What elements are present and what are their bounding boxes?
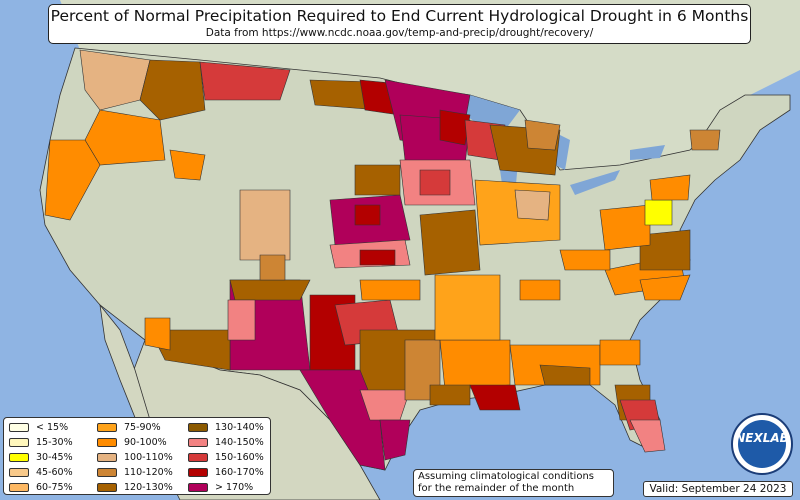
map-title: Percent of Normal Precipitation Required…	[50, 7, 749, 25]
legend-item: 90-100%	[97, 436, 167, 449]
drought-region	[629, 419, 666, 453]
legend-label: 90-100%	[124, 437, 167, 448]
drought-region	[689, 129, 721, 151]
legend-item: 130-140%	[188, 421, 264, 434]
title-box: Percent of Normal Precipitation Required…	[48, 4, 751, 44]
legend-swatch	[9, 453, 29, 462]
map-subtitle: Data from https://www.ncdc.noaa.gov/temp…	[205, 27, 594, 39]
drought-region	[359, 279, 421, 301]
legend-item: 30-45%	[9, 451, 73, 464]
drought-region	[439, 339, 511, 391]
legend-item: 45-60%	[9, 466, 73, 479]
drought-region	[429, 384, 471, 406]
drought-region	[519, 279, 561, 301]
legend-label: 130-140%	[215, 422, 264, 433]
note-line-1: Assuming climatological conditions	[418, 471, 594, 482]
drought-region	[514, 189, 551, 221]
drought-region	[139, 59, 206, 121]
drought-region	[419, 169, 451, 196]
legend-label: 150-160%	[215, 452, 264, 463]
drought-region	[469, 384, 521, 411]
legend-item: 160-170%	[188, 466, 264, 479]
lake-ontario	[630, 145, 665, 160]
drought-region	[354, 204, 381, 226]
legend-label: > 170%	[215, 482, 254, 493]
lake-erie	[570, 170, 620, 195]
assumption-note: Assuming climatological conditions for t…	[413, 469, 614, 497]
drought-region	[599, 204, 651, 251]
legend-item: 140-150%	[188, 436, 264, 449]
legend-label: 45-60%	[36, 467, 73, 478]
drought-region	[79, 49, 151, 111]
logo-text: NEXLAB	[735, 431, 789, 445]
legend-label: 30-45%	[36, 452, 73, 463]
note-line-2: for the remainder of the month	[418, 483, 575, 494]
drought-region	[229, 279, 311, 301]
legend-item: 60-75%	[9, 481, 73, 494]
legend-swatch	[9, 423, 29, 432]
legend-swatch	[97, 438, 117, 447]
legend-swatch	[9, 483, 29, 492]
legend-label: 110-120%	[124, 467, 173, 478]
legend-label: 15-30%	[36, 437, 73, 448]
legend-swatch	[97, 423, 117, 432]
valid-date: Valid: September 24 2023	[643, 481, 793, 497]
legend-swatch	[188, 483, 208, 492]
legend-label: 140-150%	[215, 437, 264, 448]
drought-region	[44, 139, 101, 221]
drought-region	[639, 229, 691, 271]
drought-regions	[44, 49, 721, 471]
drought-region	[599, 339, 641, 366]
drought-region	[227, 299, 256, 341]
drought-region	[84, 109, 166, 166]
legend-item: 110-120%	[97, 466, 173, 479]
legend-swatch	[97, 483, 117, 492]
drought-region	[169, 149, 206, 181]
legend-label: 120-130%	[124, 482, 173, 493]
legend-swatch	[188, 438, 208, 447]
drought-region	[259, 254, 286, 281]
legend-swatch	[188, 468, 208, 477]
drought-region	[559, 249, 611, 271]
legend-item: 150-160%	[188, 451, 264, 464]
legend-item: 15-30%	[9, 436, 73, 449]
drought-region	[359, 249, 396, 266]
legend-item: 120-130%	[97, 481, 173, 494]
legend-swatch	[97, 453, 117, 462]
legend-item: < 15%	[9, 421, 68, 434]
legend-item: 100-110%	[97, 451, 173, 464]
drought-region	[419, 209, 481, 276]
legend-swatch	[188, 423, 208, 432]
drought-region	[199, 61, 291, 101]
legend-label: 75-90%	[124, 422, 161, 433]
drought-region	[644, 199, 673, 226]
legend-swatch	[97, 468, 117, 477]
nexlab-logo: NEXLAB	[731, 413, 793, 475]
legend: < 15% 15-30% 30-45% 45-60% 60-75% 75-90% 90-10…	[3, 417, 271, 495]
drought-region	[539, 364, 591, 386]
globe-icon	[738, 420, 786, 468]
legend-label: 100-110%	[124, 452, 173, 463]
drought-region	[379, 419, 411, 461]
drought-region	[639, 274, 691, 301]
legend-item: 75-90%	[97, 421, 161, 434]
legend-label: 160-170%	[215, 467, 264, 478]
drought-region	[239, 189, 291, 261]
drought-region	[439, 109, 471, 146]
drought-region	[434, 274, 501, 341]
legend-swatch	[9, 438, 29, 447]
legend-label: 60-75%	[36, 482, 73, 493]
legend-swatch	[188, 453, 208, 462]
drought-region	[354, 164, 401, 196]
drought-region	[524, 119, 561, 151]
legend-swatch	[9, 468, 29, 477]
legend-label: < 15%	[36, 422, 69, 433]
legend-item: > 170%	[188, 481, 253, 494]
drought-region	[144, 317, 171, 351]
drought-region	[649, 174, 691, 201]
